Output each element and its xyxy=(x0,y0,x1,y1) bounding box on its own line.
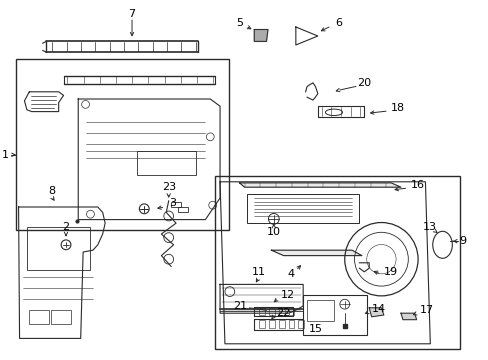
Bar xyxy=(298,320,304,328)
Text: 4: 4 xyxy=(287,269,294,279)
Bar xyxy=(288,308,294,315)
Text: 21: 21 xyxy=(232,301,246,311)
Text: 2: 2 xyxy=(62,222,69,232)
Polygon shape xyxy=(239,183,400,187)
Bar xyxy=(259,320,264,328)
Bar xyxy=(259,308,264,315)
Bar xyxy=(303,295,366,335)
Bar xyxy=(268,320,274,328)
Text: 11: 11 xyxy=(252,267,265,277)
Bar xyxy=(306,300,333,321)
Polygon shape xyxy=(254,30,267,41)
Text: 12: 12 xyxy=(281,290,295,300)
Text: 15: 15 xyxy=(308,324,322,334)
Bar xyxy=(215,176,459,349)
Bar xyxy=(27,227,90,270)
Bar xyxy=(16,59,228,230)
Polygon shape xyxy=(400,313,416,320)
Text: 5: 5 xyxy=(236,18,243,28)
Bar xyxy=(178,207,188,212)
Text: 10: 10 xyxy=(266,227,280,237)
Text: 13: 13 xyxy=(423,222,436,232)
Text: 6: 6 xyxy=(334,18,341,28)
Bar xyxy=(29,310,49,324)
Text: 1: 1 xyxy=(2,150,9,160)
Bar xyxy=(171,202,181,207)
Text: 17: 17 xyxy=(419,305,433,315)
Text: 7: 7 xyxy=(128,9,135,19)
Text: 20: 20 xyxy=(356,78,370,88)
Text: 16: 16 xyxy=(410,180,424,190)
Bar xyxy=(278,308,284,315)
Text: 9: 9 xyxy=(459,236,466,246)
Polygon shape xyxy=(368,308,383,317)
Bar xyxy=(246,194,359,223)
Text: 14: 14 xyxy=(371,304,385,314)
Bar xyxy=(137,151,195,175)
Text: 8: 8 xyxy=(48,186,55,196)
Bar xyxy=(288,320,294,328)
Text: 23: 23 xyxy=(162,182,175,192)
Bar xyxy=(51,310,71,324)
Text: 19: 19 xyxy=(383,267,397,277)
Text: 3: 3 xyxy=(168,198,175,208)
Bar xyxy=(268,308,274,315)
Text: 18: 18 xyxy=(390,103,405,113)
Polygon shape xyxy=(271,250,361,256)
Text: 22: 22 xyxy=(276,308,290,318)
Polygon shape xyxy=(295,27,317,45)
Bar xyxy=(278,320,284,328)
